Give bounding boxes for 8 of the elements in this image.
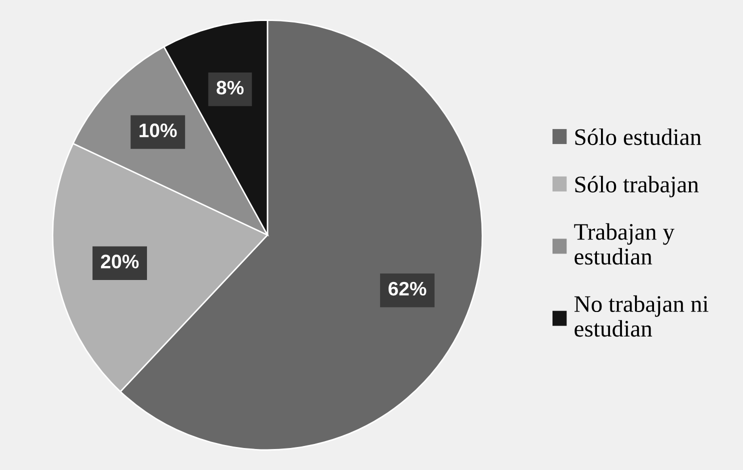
legend-label: Sólo estudian <box>575 128 702 146</box>
data-label: 20% <box>100 254 139 268</box>
legend-label: No trabajan ni estudian <box>574 295 708 337</box>
legend-label: Trabajan y estudian <box>574 223 674 265</box>
data-label: 10% <box>140 123 177 138</box>
data-label: 62% <box>388 282 426 296</box>
legend-label: Sólo trabajan <box>575 176 699 198</box>
data-label: 8% <box>216 80 244 95</box>
